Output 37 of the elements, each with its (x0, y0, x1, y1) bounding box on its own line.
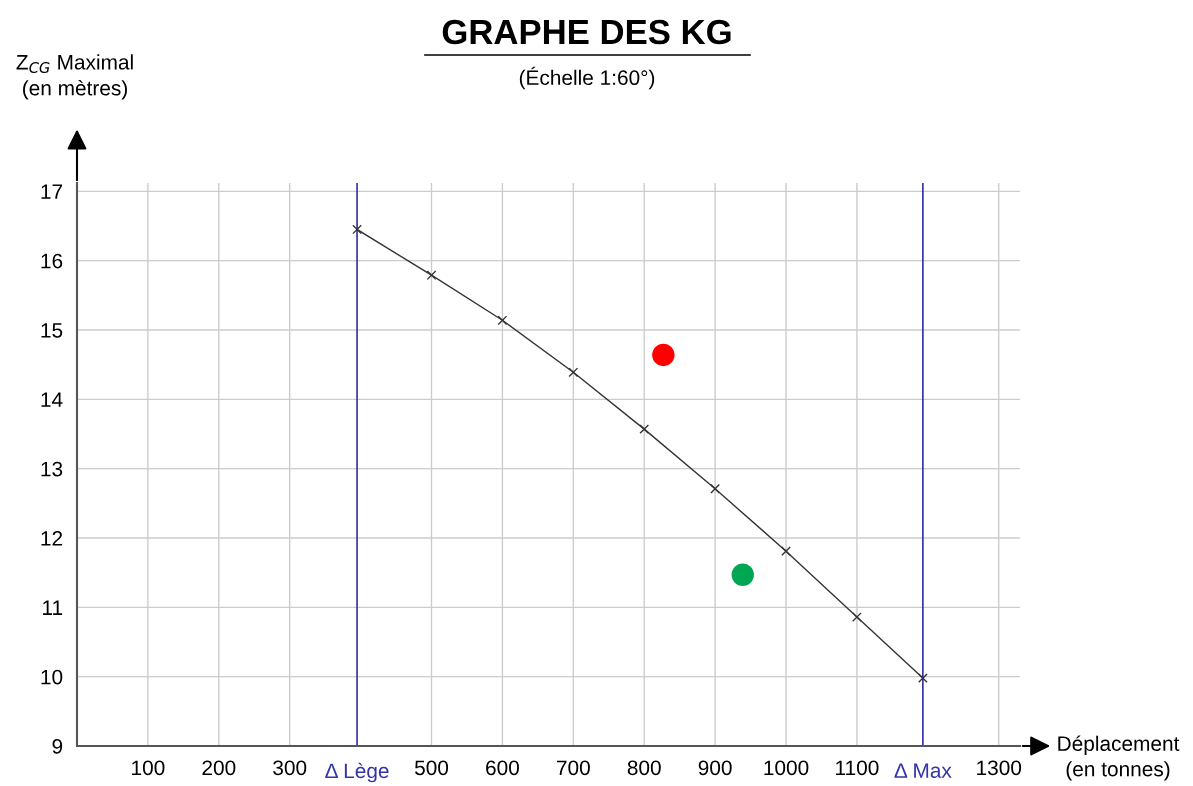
point (352, 224, 362, 235)
y-tick-label: 9 (52, 739, 63, 754)
x-tick-label: 300 (273, 760, 307, 776)
x-tick-label: 200 (202, 760, 236, 776)
y-tick-label: 17 (41, 184, 63, 199)
y-tick-label: 13 (41, 461, 63, 477)
chart-subtitle: (Échelle 1:60°) (519, 66, 655, 90)
point (426, 270, 437, 281)
x-tick-label: 100 (132, 760, 165, 776)
chart-title: GRAPHE DES KG (442, 19, 731, 45)
y-tick-label: 10 (41, 669, 63, 685)
x-tick-label: 600 (486, 760, 519, 776)
point (710, 483, 720, 494)
point (652, 343, 675, 367)
point (639, 424, 650, 435)
x-tick-label: 1100 (836, 760, 879, 776)
x-axis-title: Déplacement (en tonnes) (1058, 735, 1180, 781)
point (918, 673, 928, 683)
point (568, 367, 579, 378)
point (781, 546, 791, 557)
point (497, 315, 508, 326)
y-tick-label: 11 (43, 600, 63, 615)
x-tick-label: 500 (414, 760, 449, 776)
y-tick-label: 14 (41, 392, 63, 407)
x-tick-label: 700 (557, 760, 590, 776)
x-tick-label: 800 (627, 760, 661, 776)
x-tick-label: 1300 (977, 760, 1022, 776)
x-tick-label: 900 (698, 760, 732, 776)
y-tick-label: 16 (41, 253, 63, 269)
point (731, 563, 754, 586)
ref-line-label: Δ Lège (325, 762, 389, 783)
y-tick-label: 15 (41, 323, 63, 338)
point (852, 612, 862, 622)
x-tick-label: 1000 (764, 760, 809, 776)
y-axis-title: Z$_{CG}$ Maximal (en mètres) (16, 54, 133, 100)
y-tick-label: 12 (41, 531, 63, 546)
ref-line-label: Δ Max (894, 763, 952, 778)
